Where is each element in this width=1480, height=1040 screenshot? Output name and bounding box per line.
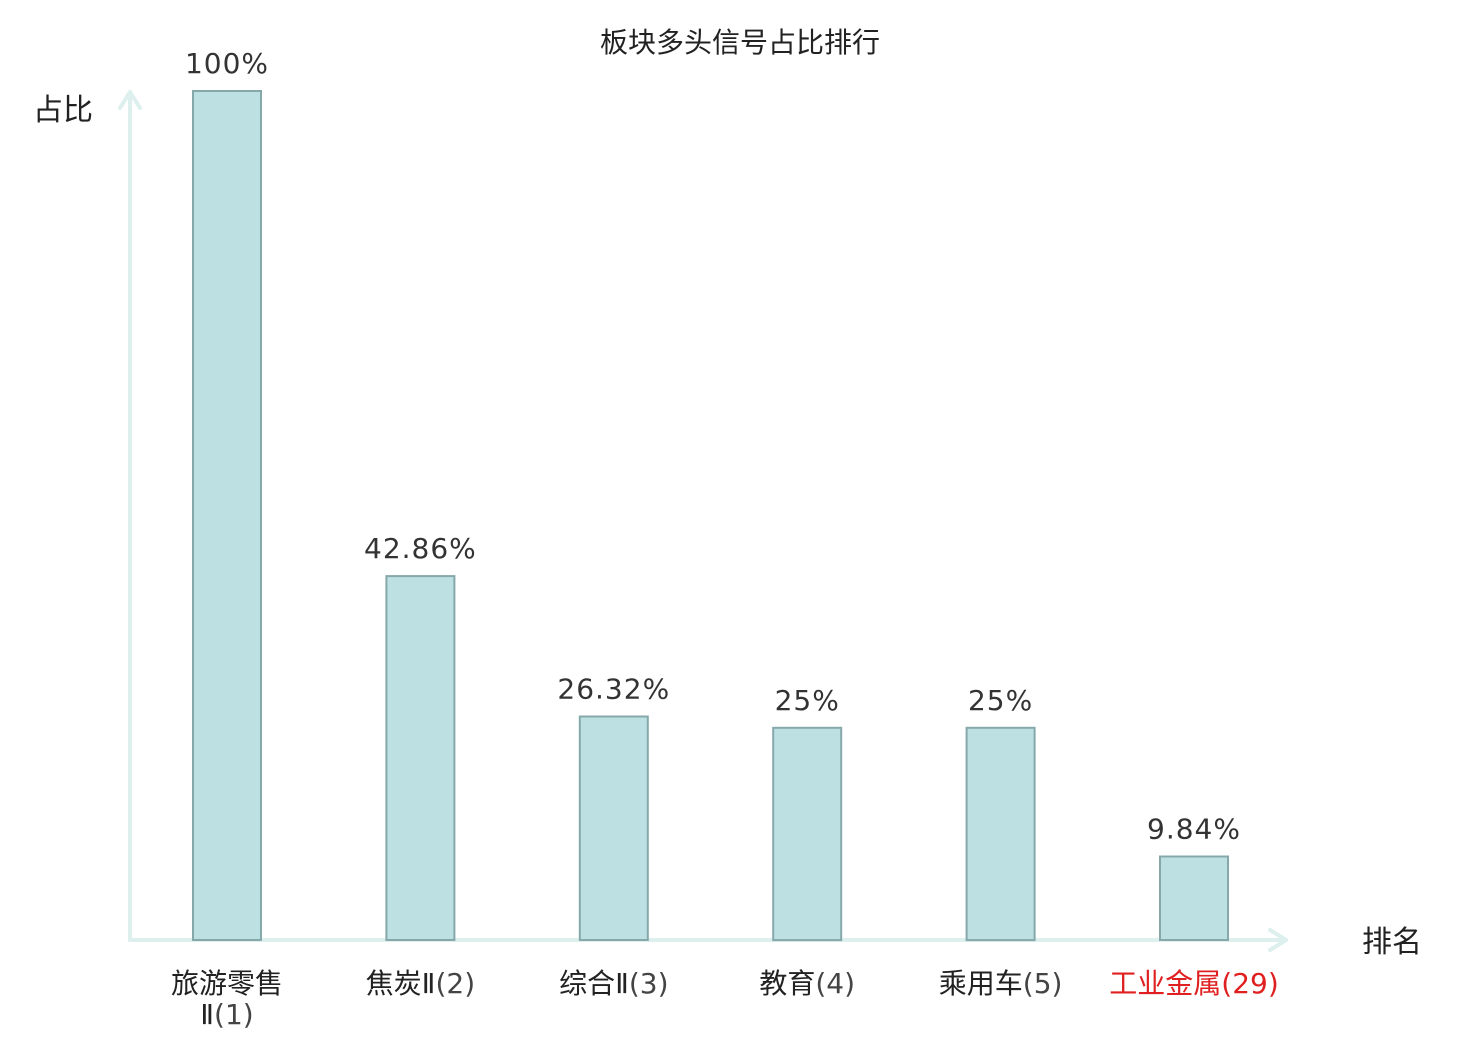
category-labels: 旅游零售 Ⅱ(1) 焦炭Ⅱ(2) 综合Ⅱ(3) 教育(4) 乘用车(5) 工业金属(29): [171, 967, 1279, 1031]
category-label: 乘用车(5): [939, 967, 1063, 1000]
category-label: 综合Ⅱ(3): [559, 967, 668, 1000]
value-labels: 100% 42.86% 26.32% 25% 25% 9.84%: [185, 47, 1241, 846]
category-label: 教育(4): [759, 967, 855, 1000]
value-label: 25%: [968, 684, 1033, 717]
x-axis-label: 排名: [1362, 925, 1422, 960]
bars: [192, 90, 1229, 942]
y-axis-label: 占比: [33, 93, 93, 128]
value-label: 9.84%: [1147, 813, 1241, 846]
value-label: 42.86%: [364, 532, 477, 565]
bar: [965, 726, 1036, 942]
axes: [118, 90, 1288, 952]
x-axis-arrowhead: [1268, 928, 1288, 952]
bar: [772, 726, 843, 942]
bar: [385, 575, 456, 941]
value-label: 100%: [185, 47, 269, 80]
value-label: 25%: [775, 684, 840, 717]
value-label: 26.32%: [557, 673, 670, 706]
bar: [192, 90, 262, 941]
category-label: 旅游零售 Ⅱ(1): [171, 967, 283, 1031]
chart-title: 板块多头信号占比排行: [600, 26, 880, 59]
bar: [578, 715, 649, 941]
category-label: 工业金属(29): [1109, 967, 1279, 1000]
bar: [1159, 855, 1229, 941]
category-label: 焦炭Ⅱ(2): [366, 967, 475, 1000]
y-axis-arrowhead: [118, 90, 142, 110]
